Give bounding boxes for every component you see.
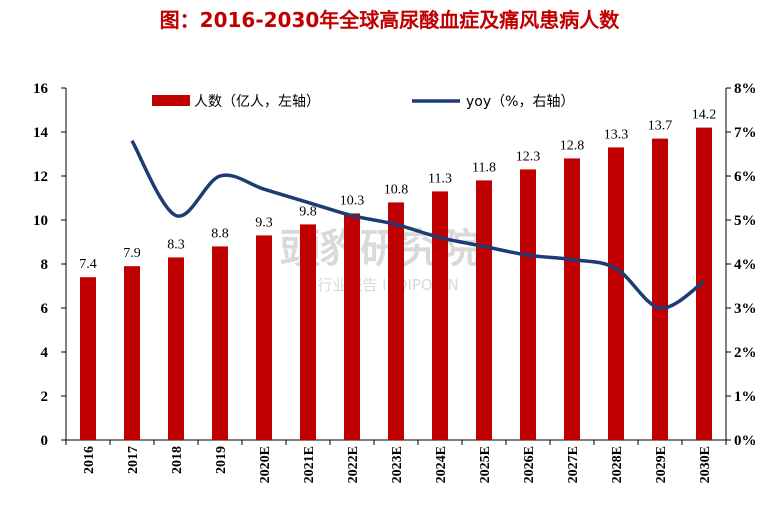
chart-title: 图：2016-2030年全球高尿酸血症及痛风患病人数 [159, 8, 620, 32]
y-left-tick-label: 8 [41, 257, 49, 273]
bar [696, 127, 712, 440]
bar-data-label: 10.8 [384, 182, 409, 197]
bar [476, 180, 492, 440]
bar-data-label: 13.7 [648, 119, 673, 134]
x-tick-label: 2025E [478, 446, 493, 483]
y-left-tick-label: 6 [41, 301, 49, 317]
bar [212, 246, 228, 440]
bar-series [80, 127, 712, 440]
bar-data-label: 10.3 [340, 193, 365, 208]
x-tick-label: 2017 [126, 446, 141, 474]
bar [652, 138, 668, 440]
bar [608, 147, 624, 440]
bar-data-label: 12.8 [560, 138, 585, 153]
bar [344, 213, 360, 440]
data-labels: 7.4 7.9 8.3 8.8 9.3 9.8 10.3 10.8 11.3 11.8 12.3 12… [79, 108, 716, 273]
bar [432, 191, 448, 440]
y-right-tick-label: 3% [734, 301, 757, 317]
legend-bar-swatch [152, 95, 190, 106]
y-left-tick-label: 16 [33, 81, 49, 97]
x-tick-label: 2030E [698, 446, 713, 483]
y-left-tick-label: 12 [33, 169, 48, 185]
bar-data-label: 12.3 [516, 149, 541, 164]
y-right-tick-label: 4% [734, 257, 757, 273]
bar [124, 266, 140, 440]
y-right-tick-label: 1% [734, 389, 757, 405]
x-tick-label: 2016 [82, 446, 97, 474]
x-tick-label: 2022E [346, 446, 361, 483]
x-tick-label: 2027E [566, 446, 581, 483]
yoy-line [130, 139, 706, 310]
bar-data-label: 11.8 [472, 160, 496, 175]
y-right-tick-label: 6% [734, 169, 757, 185]
bar [564, 158, 580, 440]
y-right-tick-label: 0% [734, 433, 757, 449]
bar-data-label: 8.3 [167, 237, 185, 252]
x-tick-label: 2019 [214, 446, 229, 474]
x-tick-label: 2020E [258, 446, 273, 483]
bar-data-label: 8.8 [211, 226, 229, 241]
bar [168, 257, 184, 440]
line-series [130, 139, 706, 310]
x-tick-label: 2026E [522, 446, 537, 483]
bar-data-label: 11.3 [428, 171, 452, 186]
y-right-tick-label: 2% [734, 345, 757, 361]
y-left-tick-label: 0 [41, 433, 49, 449]
bar [80, 277, 96, 440]
x-tick-label: 2021E [302, 446, 317, 483]
bar [520, 169, 536, 440]
bar [300, 224, 316, 440]
x-tick-label: 2018 [170, 446, 185, 474]
bar-data-label: 14.2 [692, 108, 717, 123]
bar [388, 202, 404, 440]
y-right-tick-label: 7% [734, 125, 757, 141]
x-tick-label: 2029E [654, 446, 669, 483]
bar-data-label: 9.8 [299, 204, 317, 219]
x-tick-label: 2024E [434, 446, 449, 483]
y-left-tick-label: 10 [33, 213, 48, 229]
x-tick-label: 2023E [390, 446, 405, 483]
y-right-tick-label: 5% [734, 213, 757, 229]
bar-data-label: 7.9 [123, 246, 141, 261]
y-left-tick-label: 2 [41, 389, 49, 405]
y-right-tick-label: 8% [734, 81, 757, 97]
bar-data-label: 7.4 [79, 257, 97, 272]
legend-bar-label: 人数（亿人，左轴） [194, 94, 320, 110]
bar-data-label: 9.3 [255, 215, 273, 230]
legend-line-label: yoy（%，右轴） [466, 94, 574, 110]
y-left-tick-label: 14 [33, 125, 49, 141]
x-tick-label: 2028E [610, 446, 625, 483]
bar-data-label: 13.3 [604, 127, 629, 142]
y-left-tick-label: 4 [41, 345, 49, 361]
legend: 人数（亿人，左轴） yoy（%，右轴） [152, 94, 574, 110]
bar [256, 235, 272, 440]
